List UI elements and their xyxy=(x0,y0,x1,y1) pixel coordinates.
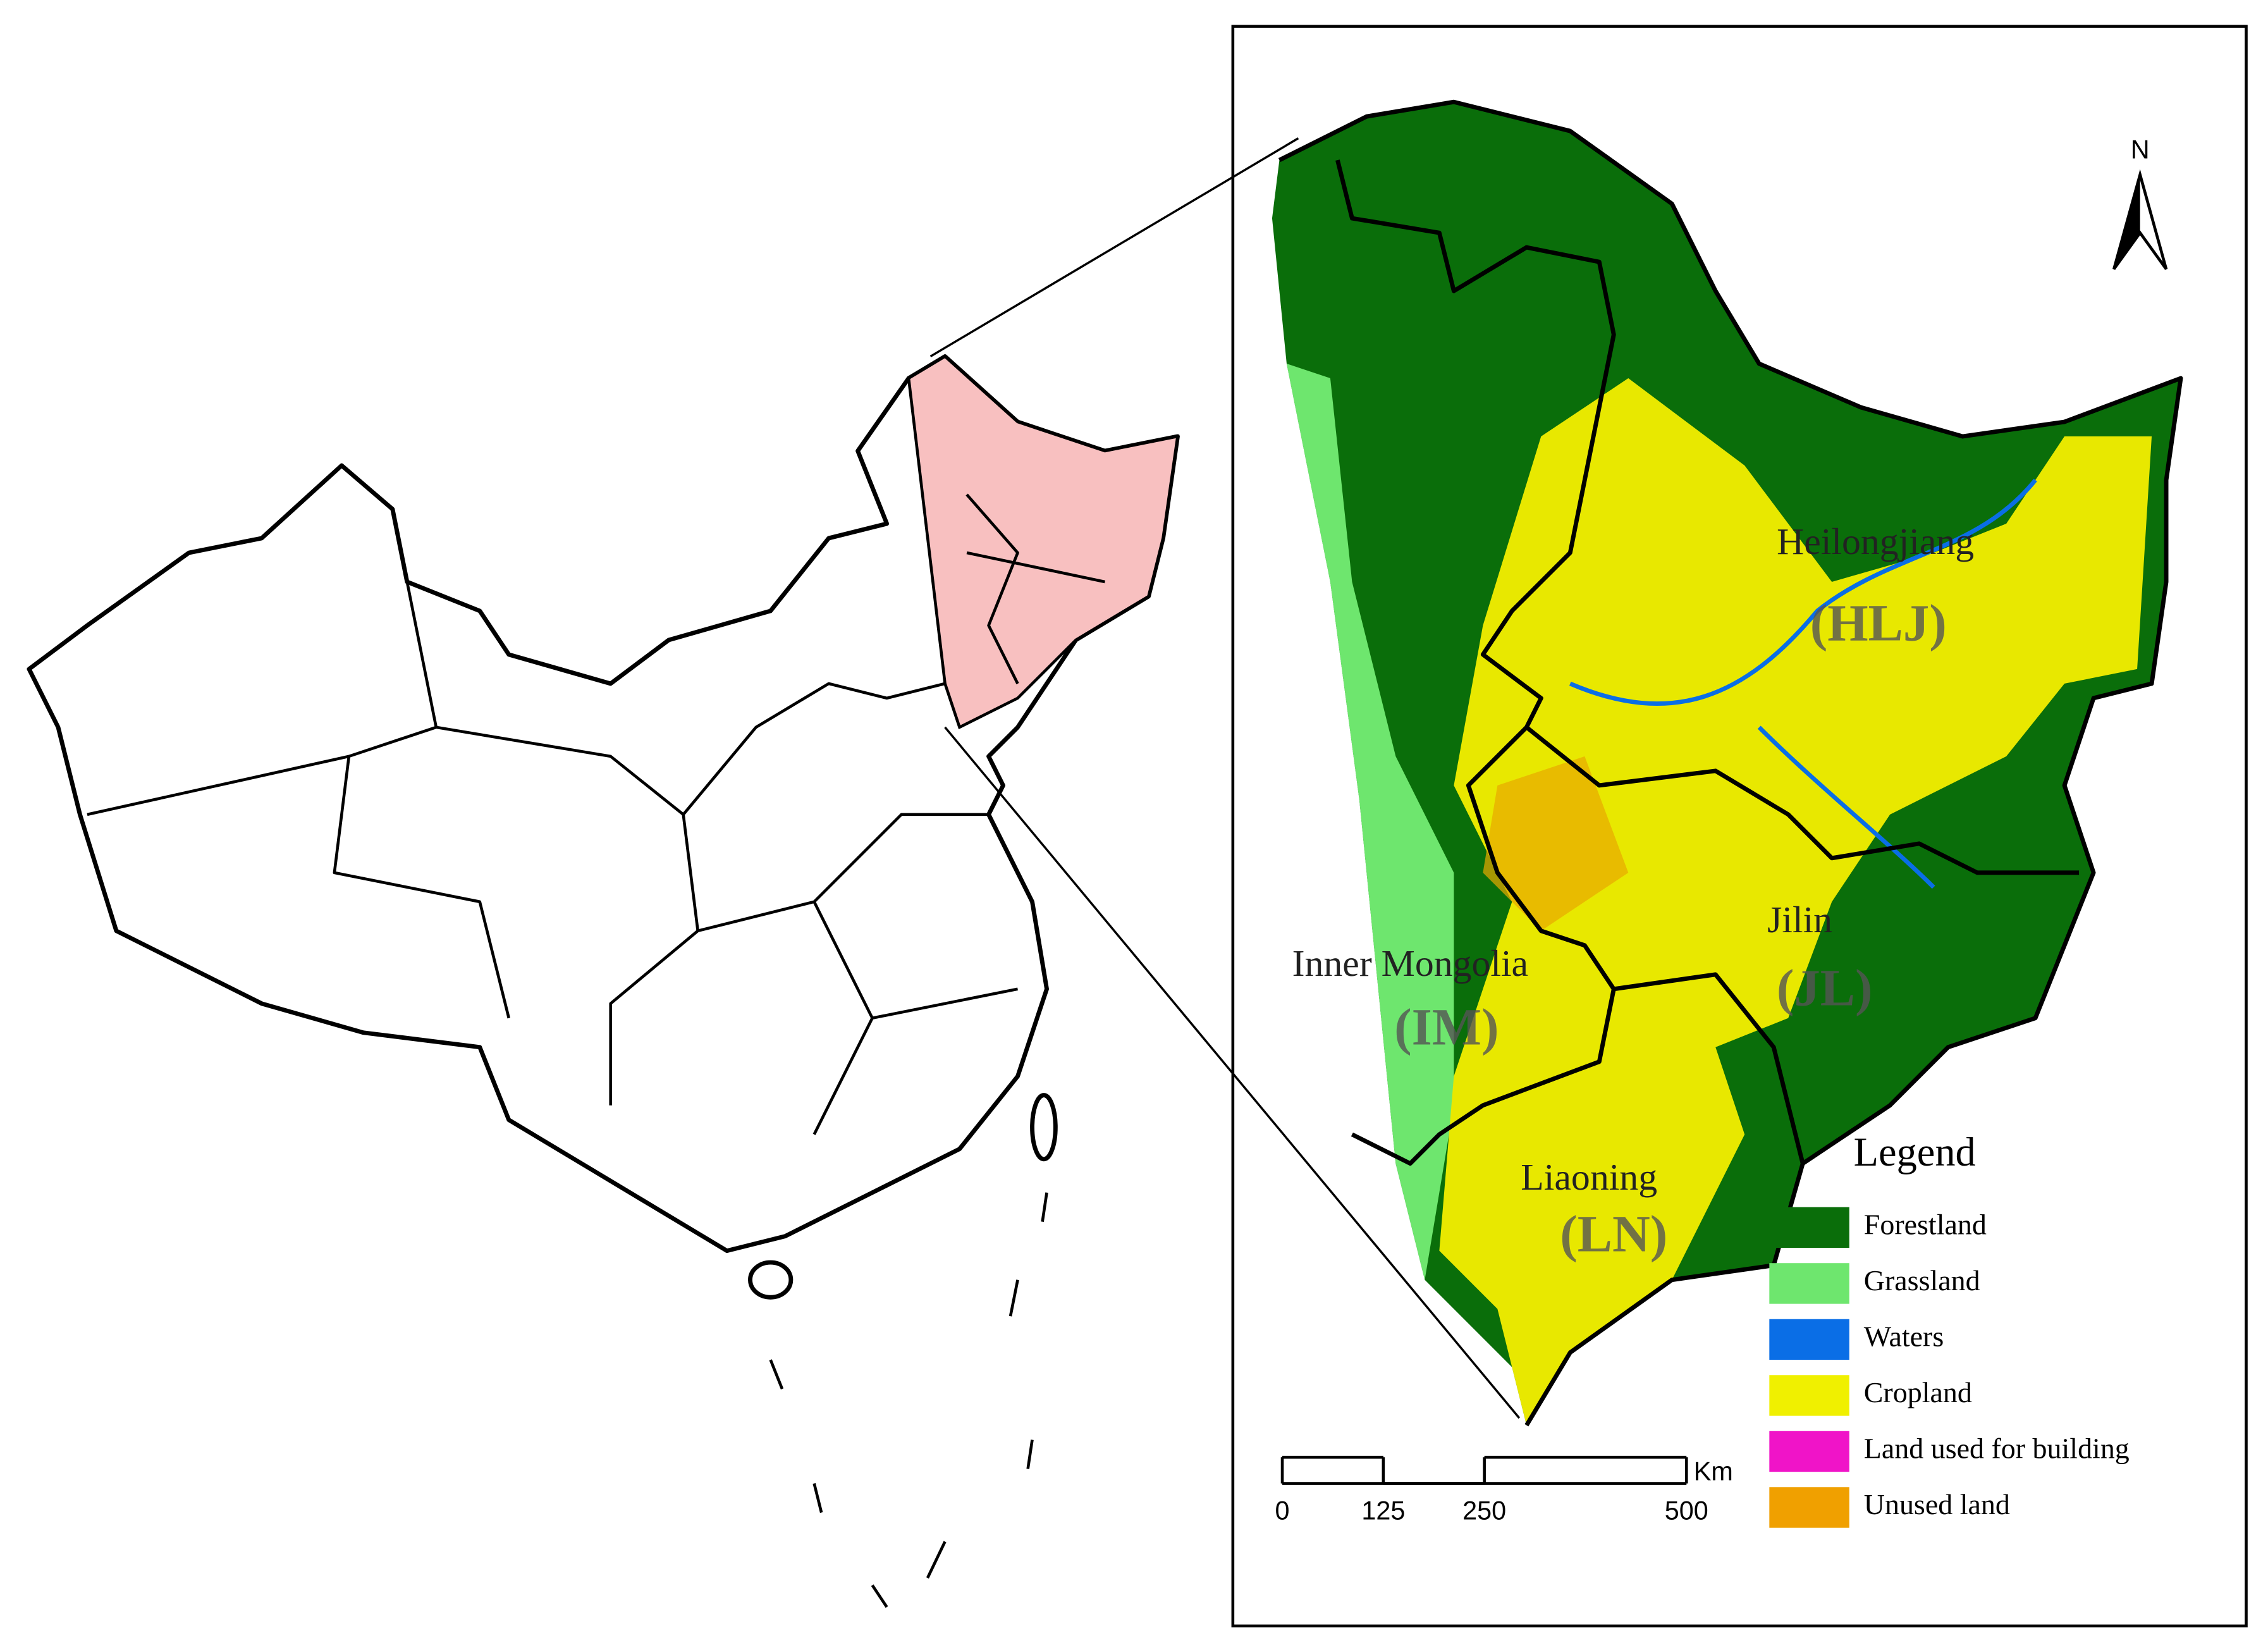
legend-label: Unused land xyxy=(1864,1488,2010,1520)
region-label: Inner Mongolia xyxy=(1292,942,1528,984)
legend-label: Forestland xyxy=(1864,1208,1987,1240)
region-label: Liaoning xyxy=(1521,1156,1657,1198)
legend-title: Legend xyxy=(1854,1130,1976,1174)
taiwan xyxy=(1030,1093,1058,1162)
south-sea-dashes xyxy=(769,1192,1048,1608)
legend-swatch xyxy=(1769,1431,1849,1472)
land-crop xyxy=(1439,378,2152,1426)
legend-swatch xyxy=(1769,1319,1849,1360)
zoom-line xyxy=(929,137,1299,358)
scale-label: 250 xyxy=(1462,1496,1506,1525)
legend-label: Land used for building xyxy=(1864,1432,2130,1465)
land-unused xyxy=(1483,756,1629,931)
legend-swatch xyxy=(1769,1375,1849,1416)
region-abbr: (HLJ) xyxy=(1810,594,1947,652)
region-abbr: (LN) xyxy=(1560,1204,1667,1262)
north-arrow-half xyxy=(2114,175,2140,269)
region-abbr: (IM) xyxy=(1394,998,1499,1056)
north-label: N xyxy=(2131,135,2150,164)
scale-label: 500 xyxy=(1665,1496,1708,1525)
region-label: Heilongjiang xyxy=(1777,521,1974,562)
scale-label: 0 xyxy=(1275,1496,1290,1525)
inset-borders xyxy=(1278,99,2183,1427)
legend-label: Cropland xyxy=(1864,1376,1972,1408)
scale-unit: Km xyxy=(1694,1457,1733,1486)
inset-frame xyxy=(1231,25,2248,1628)
waters xyxy=(1569,478,2037,889)
northeast-highlight xyxy=(907,354,1180,730)
hainan xyxy=(748,1260,794,1300)
region-label: Jilin xyxy=(1767,899,1832,940)
legend-swatch xyxy=(1769,1207,1849,1248)
province-borders xyxy=(87,493,1105,1135)
legend-swatch xyxy=(1769,1263,1849,1304)
land-grass xyxy=(1286,364,1454,1280)
region-abbr: (JL) xyxy=(1777,959,1873,1017)
legend-label: Grassland xyxy=(1864,1264,1980,1297)
scale-label: 125 xyxy=(1361,1496,1405,1525)
legend-swatch xyxy=(1769,1487,1849,1528)
legend-label: Waters xyxy=(1864,1320,1944,1352)
